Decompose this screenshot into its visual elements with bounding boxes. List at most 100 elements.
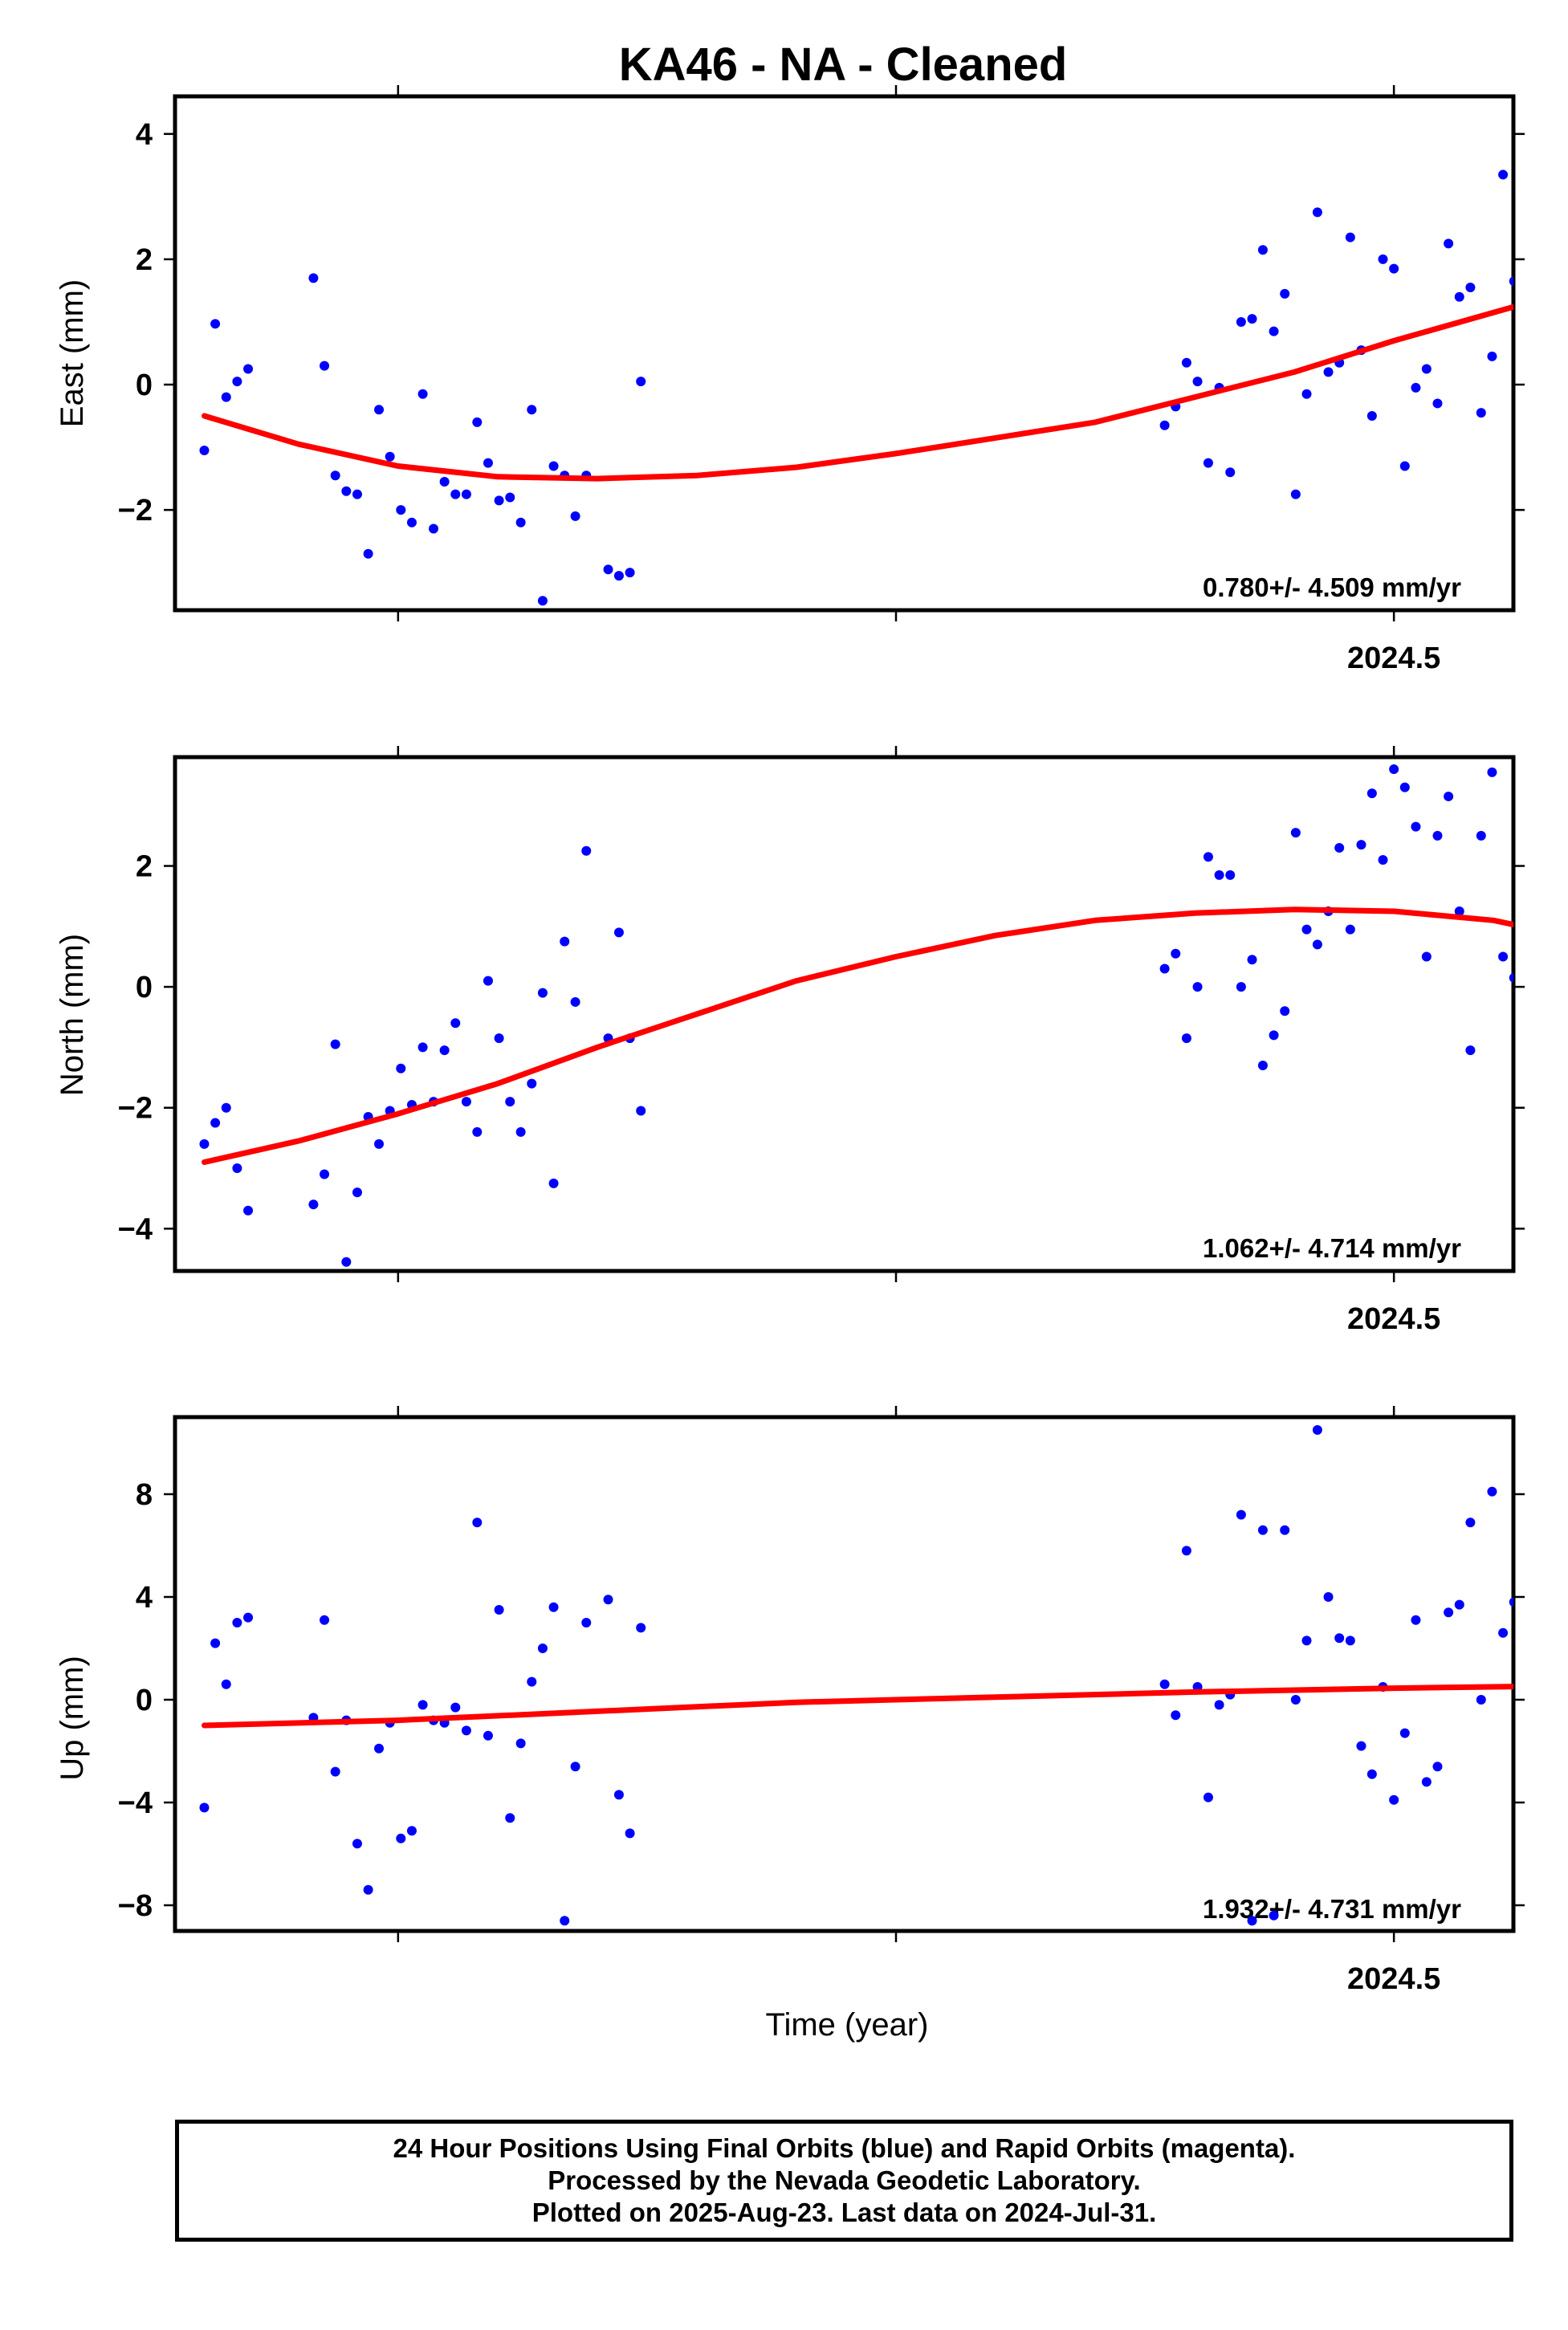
y-axis-label: Up (mm)	[55, 1656, 90, 1781]
data-point	[1454, 1599, 1464, 1610]
data-point	[308, 1200, 319, 1210]
data-point	[483, 976, 493, 986]
data-point	[603, 1595, 613, 1605]
data-point	[1531, 915, 1541, 925]
data-point	[570, 511, 580, 521]
plot-frame	[173, 1415, 1516, 1933]
data-point	[472, 1517, 483, 1528]
data-point	[1476, 1695, 1486, 1705]
x-tick-label: 2024.5	[1347, 1302, 1440, 1336]
data-point	[417, 1700, 428, 1710]
data-point	[1366, 411, 1377, 422]
data-point	[1203, 852, 1213, 862]
data-point	[1389, 263, 1399, 274]
data-point	[199, 1139, 210, 1149]
data-point	[1553, 958, 1562, 967]
data-point	[1520, 264, 1529, 274]
y-axis-label: North (mm)	[55, 934, 90, 1096]
data-point	[1509, 1597, 1513, 1607]
data-point	[537, 988, 548, 998]
data-point	[1444, 238, 1454, 249]
data-point	[330, 1766, 340, 1777]
data-point	[330, 1039, 340, 1049]
fit-curve	[202, 303, 1513, 482]
data-point	[560, 1916, 570, 1926]
data-point	[330, 470, 340, 481]
data-point	[1378, 254, 1388, 264]
data-layer	[199, 169, 1568, 606]
data-point	[1290, 1695, 1301, 1705]
data-point	[243, 364, 254, 374]
data-point	[494, 495, 504, 506]
data-point	[1399, 1728, 1410, 1738]
data-point	[1247, 1916, 1257, 1926]
data-point	[1432, 830, 1443, 841]
data-point	[1323, 1592, 1334, 1602]
data-point	[385, 451, 395, 462]
data-point	[352, 489, 362, 499]
data-point	[1301, 924, 1312, 935]
data-point	[527, 405, 537, 415]
data-point	[450, 489, 461, 499]
data-point	[1411, 1615, 1421, 1625]
data-point	[1531, 332, 1541, 342]
data-point	[439, 1045, 450, 1056]
data-point	[1366, 1769, 1377, 1779]
data-point	[560, 936, 570, 947]
data-point	[1236, 982, 1246, 992]
data-point	[483, 458, 493, 468]
data-point	[374, 405, 385, 415]
data-point	[636, 1106, 646, 1116]
plot-frame	[173, 94, 1516, 613]
data-point	[1203, 458, 1213, 468]
data-point	[1280, 288, 1290, 299]
data-point	[1192, 982, 1203, 992]
data-point	[1564, 398, 1568, 408]
data-point	[232, 1618, 242, 1627]
data-point	[1399, 782, 1410, 792]
data-point	[1487, 351, 1497, 361]
data-point	[1542, 348, 1551, 358]
data-point	[1553, 311, 1562, 320]
data-point	[1312, 207, 1322, 218]
data-point	[1257, 1061, 1268, 1070]
data-point	[505, 1097, 515, 1107]
data-point	[199, 1802, 210, 1813]
data-point	[1476, 408, 1486, 418]
data-point	[1366, 788, 1377, 799]
data-point	[1432, 1762, 1443, 1772]
data-point	[1159, 1679, 1170, 1689]
data-point	[1378, 855, 1388, 865]
data-point	[1432, 398, 1443, 409]
data-point	[406, 517, 417, 528]
data-point	[210, 1638, 221, 1648]
data-point	[352, 1839, 362, 1849]
data-point	[374, 1139, 385, 1149]
y-tick-label: −4	[118, 1786, 153, 1820]
up-panel: Up (mm) 1.932+/- 4.731 mm/yr −8 −4 0 4 8 2024…	[55, 1406, 1525, 1996]
data-point	[450, 1702, 461, 1713]
rate-annotation: 1.932+/- 4.731 mm/yr	[1203, 1894, 1461, 1924]
y-tick-label: 4	[136, 118, 153, 152]
data-point	[417, 389, 428, 399]
footer-line-3: Plotted on 2025-Aug-23. Last data on 202…	[531, 2198, 1157, 2227]
data-point	[1269, 326, 1279, 336]
data-point	[232, 377, 242, 387]
footer-box: 24 Hour Positions Using Final Orbits (bl…	[175, 2120, 1513, 2242]
data-point	[1247, 955, 1257, 965]
data-point	[1192, 377, 1203, 387]
data-point	[548, 1602, 559, 1612]
data-point	[1214, 870, 1224, 880]
data-point	[570, 1762, 580, 1772]
data-point	[1509, 972, 1513, 983]
data-point	[1476, 830, 1486, 841]
data-point	[1334, 1633, 1345, 1644]
y-tick-label: −8	[118, 1889, 153, 1923]
y-axis-label: East (mm)	[55, 279, 90, 427]
x-tick-label: 2024.5	[1347, 1962, 1440, 1996]
data-point	[1564, 846, 1568, 856]
data-point	[1236, 1509, 1246, 1520]
data-point	[1181, 357, 1191, 368]
data-point	[537, 1644, 548, 1653]
